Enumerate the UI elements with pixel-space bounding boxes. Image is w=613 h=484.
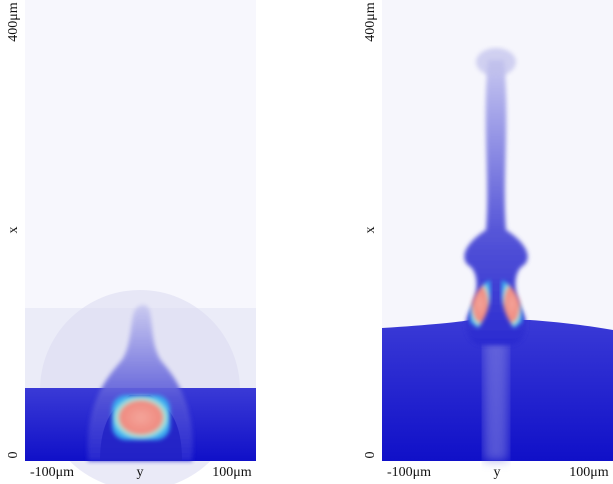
x-tick-label: 100μm — [212, 465, 252, 480]
y-tick-label: 0 — [363, 452, 378, 459]
left-simulation — [25, 0, 256, 484]
x-tick-label: 100μm — [569, 465, 609, 480]
y-axis-label: x — [6, 227, 21, 234]
y-tick-label: 400μm — [363, 2, 378, 42]
x-axis-label: y — [494, 465, 501, 480]
y-tick-label: 0 — [6, 452, 21, 459]
figure: 400μm x 0 -100μm y 100μm 400μm x 0 -100μ… — [0, 0, 613, 484]
x-tick-label: -100μm — [387, 465, 431, 480]
y-axis-label: x — [363, 227, 378, 234]
x-axis-label: y — [137, 465, 144, 480]
x-tick-label: -100μm — [30, 465, 74, 480]
right-simulation — [382, 0, 613, 461]
y-tick-label: 400μm — [6, 2, 21, 42]
